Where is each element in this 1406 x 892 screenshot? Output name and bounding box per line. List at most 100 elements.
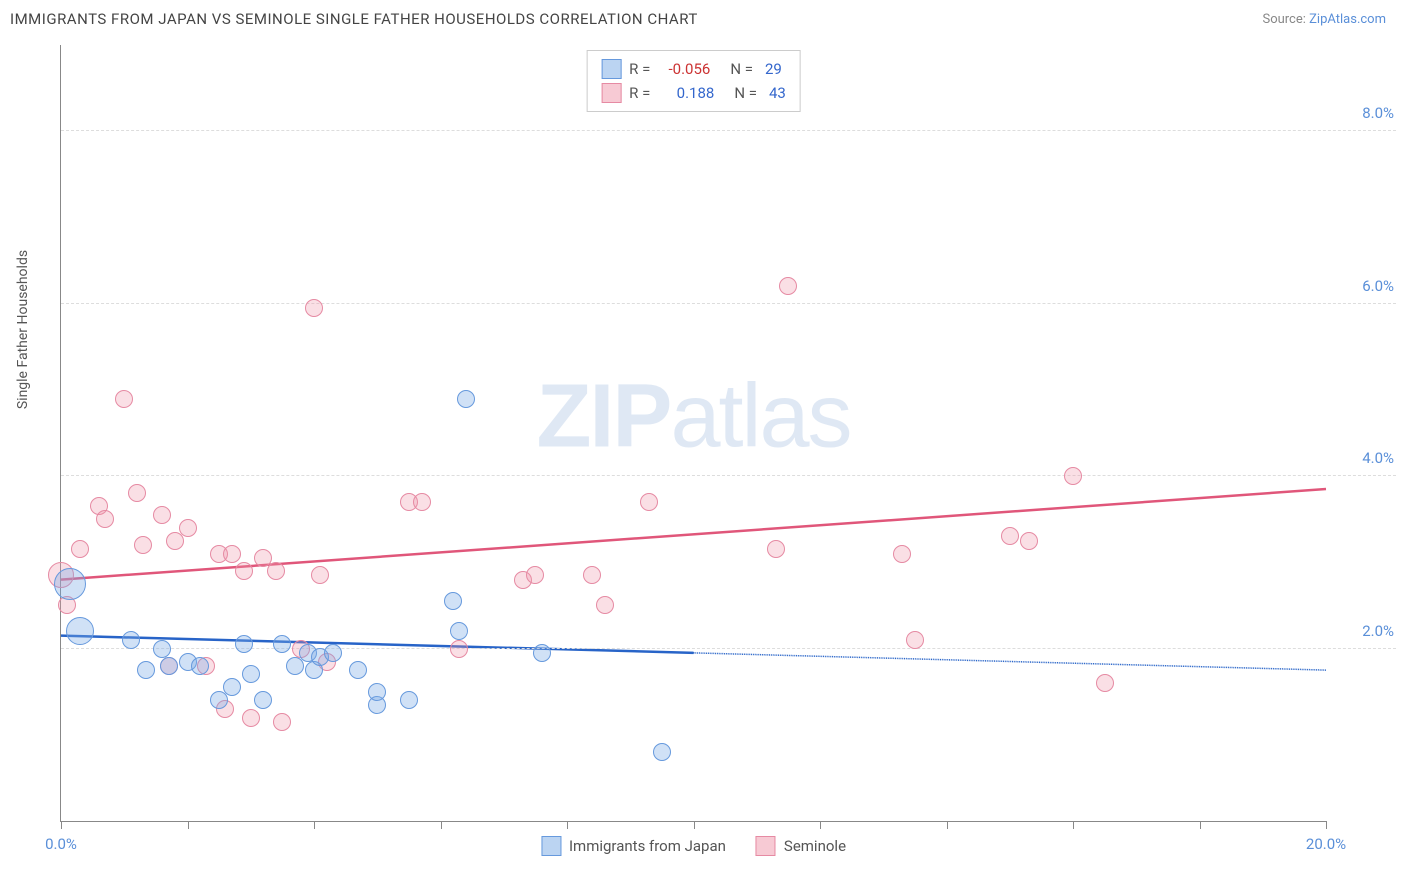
data-point-seminole bbox=[128, 484, 146, 502]
data-point-japan bbox=[444, 592, 462, 610]
legend-r-value: 0.188 bbox=[662, 81, 714, 105]
legend-correlation-row: R = 0.188 N = 43 bbox=[601, 81, 786, 105]
source-label: Source: bbox=[1262, 12, 1309, 27]
legend-n-label: N = bbox=[734, 81, 757, 105]
legend-series-label: Immigrants from Japan bbox=[569, 837, 726, 855]
data-point-japan bbox=[54, 568, 86, 600]
data-point-seminole bbox=[242, 709, 260, 727]
data-point-japan bbox=[400, 691, 418, 709]
data-point-seminole bbox=[115, 390, 133, 408]
data-point-japan bbox=[653, 743, 671, 761]
data-point-japan bbox=[160, 657, 178, 675]
data-point-japan bbox=[191, 657, 209, 675]
data-point-seminole bbox=[235, 562, 253, 580]
x-tick bbox=[820, 821, 821, 829]
title-bar: IMMIGRANTS FROM JAPAN VS SEMINOLE SINGLE… bbox=[0, 0, 1406, 33]
x-tick bbox=[694, 821, 695, 829]
data-point-japan bbox=[457, 390, 475, 408]
data-point-seminole bbox=[1096, 674, 1114, 692]
data-point-japan bbox=[324, 644, 342, 662]
data-point-seminole bbox=[71, 540, 89, 558]
data-point-japan bbox=[349, 661, 367, 679]
chart-title: IMMIGRANTS FROM JAPAN VS SEMINOLE SINGLE… bbox=[10, 10, 698, 28]
data-point-japan bbox=[368, 683, 386, 701]
legend-series: Immigrants from Japan Seminole bbox=[541, 836, 846, 856]
x-tick bbox=[1326, 821, 1327, 829]
data-point-japan bbox=[223, 678, 241, 696]
data-point-japan bbox=[235, 635, 253, 653]
legend-correlation-box: R = -0.056 N = 29 R = 0.188 N = 43 bbox=[586, 50, 801, 112]
x-tick bbox=[188, 821, 189, 829]
data-point-japan bbox=[450, 622, 468, 640]
data-point-seminole bbox=[583, 566, 601, 584]
source-attribution: Source: ZipAtlas.com bbox=[1262, 12, 1386, 27]
y-tick-label: 6.0% bbox=[1362, 277, 1394, 295]
data-point-seminole bbox=[893, 545, 911, 563]
x-tick bbox=[1073, 821, 1074, 829]
data-point-japan bbox=[273, 635, 291, 653]
data-point-seminole bbox=[96, 510, 114, 528]
data-point-japan bbox=[153, 640, 171, 658]
data-point-seminole bbox=[273, 713, 291, 731]
y-tick-label: 8.0% bbox=[1362, 104, 1394, 122]
legend-n-value: 29 bbox=[765, 57, 782, 81]
trend-line-japan-dashed bbox=[694, 653, 1327, 670]
legend-series-label: Seminole bbox=[784, 837, 846, 855]
legend-swatch-icon bbox=[601, 83, 621, 103]
data-point-seminole bbox=[526, 566, 544, 584]
x-tick bbox=[441, 821, 442, 829]
data-point-seminole bbox=[767, 540, 785, 558]
legend-series-item: Seminole bbox=[756, 836, 846, 856]
gridline-horizontal bbox=[61, 303, 1396, 304]
x-tick bbox=[314, 821, 315, 829]
data-point-seminole bbox=[450, 640, 468, 658]
data-point-seminole bbox=[596, 596, 614, 614]
chart-container: IMMIGRANTS FROM JAPAN VS SEMINOLE SINGLE… bbox=[0, 0, 1406, 892]
legend-r-label: R = bbox=[629, 57, 650, 81]
x-tick-label: 0.0% bbox=[45, 835, 77, 853]
y-tick-label: 4.0% bbox=[1362, 449, 1394, 467]
data-point-seminole bbox=[1020, 532, 1038, 550]
data-point-seminole bbox=[223, 545, 241, 563]
source-link[interactable]: ZipAtlas.com bbox=[1309, 12, 1386, 27]
data-point-seminole bbox=[311, 566, 329, 584]
data-point-seminole bbox=[1001, 527, 1019, 545]
x-tick bbox=[1200, 821, 1201, 829]
x-tick bbox=[567, 821, 568, 829]
data-point-seminole bbox=[640, 493, 658, 511]
data-point-japan bbox=[137, 661, 155, 679]
legend-correlation-row: R = -0.056 N = 29 bbox=[601, 57, 786, 81]
data-point-japan bbox=[242, 665, 260, 683]
gridline-horizontal bbox=[61, 648, 1396, 649]
data-point-seminole bbox=[906, 631, 924, 649]
data-point-seminole bbox=[267, 562, 285, 580]
legend-n-value: 43 bbox=[769, 81, 786, 105]
data-point-seminole bbox=[153, 506, 171, 524]
data-point-seminole bbox=[305, 299, 323, 317]
data-point-seminole bbox=[413, 493, 431, 511]
gridline-horizontal bbox=[61, 130, 1396, 131]
data-point-japan bbox=[254, 691, 272, 709]
x-tick-label: 20.0% bbox=[1306, 835, 1346, 853]
trend-lines-svg bbox=[61, 45, 1326, 821]
data-point-japan bbox=[122, 631, 140, 649]
legend-r-label: R = bbox=[629, 81, 650, 105]
legend-n-label: N = bbox=[730, 57, 753, 81]
legend-swatch-icon bbox=[601, 59, 621, 79]
legend-swatch-icon bbox=[541, 836, 561, 856]
data-point-japan bbox=[66, 617, 94, 645]
y-axis-title: Single Father Households bbox=[15, 250, 31, 409]
data-point-seminole bbox=[179, 519, 197, 537]
legend-swatch-icon bbox=[756, 836, 776, 856]
data-point-seminole bbox=[779, 277, 797, 295]
data-point-seminole bbox=[1064, 467, 1082, 485]
x-tick bbox=[947, 821, 948, 829]
gridline-horizontal bbox=[61, 475, 1396, 476]
plot-area: Single Father Households ZIPatlas R = -0… bbox=[60, 45, 1326, 822]
data-point-seminole bbox=[134, 536, 152, 554]
y-tick-label: 2.0% bbox=[1362, 622, 1394, 640]
legend-series-item: Immigrants from Japan bbox=[541, 836, 726, 856]
data-point-japan bbox=[533, 644, 551, 662]
x-tick bbox=[61, 821, 62, 829]
legend-r-value: -0.056 bbox=[658, 57, 710, 81]
